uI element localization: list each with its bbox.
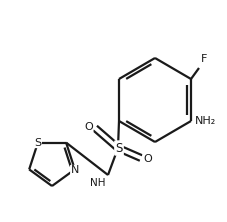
Text: NH₂: NH₂: [194, 116, 215, 126]
Text: S: S: [34, 138, 41, 148]
Text: S: S: [115, 141, 122, 155]
Text: O: O: [142, 154, 151, 164]
Text: F: F: [200, 54, 207, 64]
Text: N: N: [70, 165, 79, 175]
Text: NH: NH: [90, 178, 106, 188]
Text: O: O: [84, 122, 93, 132]
